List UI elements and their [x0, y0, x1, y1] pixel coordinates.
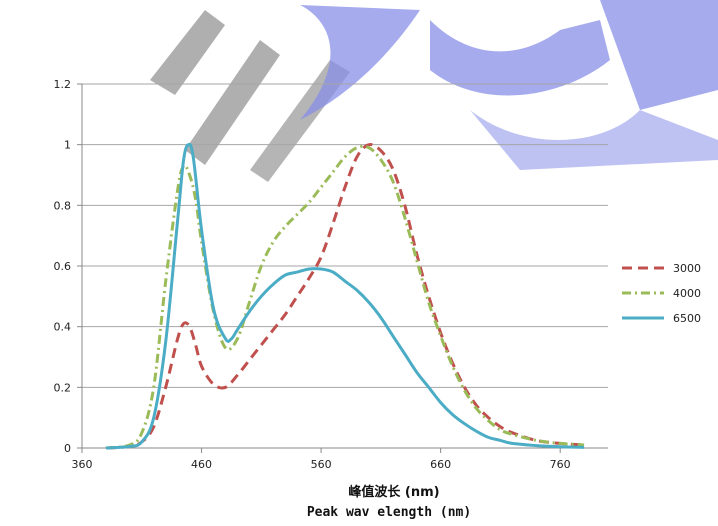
legend-label-6500: 6500 [673, 312, 701, 325]
legend: 3000 4000 6500 [622, 262, 701, 325]
x-tick-label: 360 [72, 458, 93, 471]
x-tick-label: 560 [311, 458, 332, 471]
series-lines [105, 142, 585, 450]
axes [77, 83, 608, 453]
y-tick-label: 0.8 [54, 199, 72, 212]
series-line-4000 [105, 144, 585, 450]
y-tick-label: 0 [64, 442, 71, 455]
series-line-3000 [105, 143, 585, 450]
y-tick-label: 1.2 [54, 78, 72, 91]
legend-label-3000: 3000 [673, 262, 701, 275]
x-tick-label: 760 [550, 458, 571, 471]
y-tick-label: 0.2 [54, 381, 72, 394]
series-line-6500 [105, 142, 585, 450]
x-tick-label: 660 [430, 458, 451, 471]
y-tick-label: 1 [64, 139, 71, 152]
x-tick-label: 460 [191, 458, 212, 471]
x-axis-title: 峰值波长 (nm) [348, 484, 439, 500]
legend-label-4000: 4000 [673, 287, 701, 300]
x-axis-title-english: Peak wav elength (nm) [307, 505, 471, 520]
y-tick-label: 0.4 [54, 321, 72, 334]
tick-labels: 0 0.2 0.4 0.6 0.8 1 1.2 360 460 560 660 760 [54, 78, 571, 471]
watermark [150, 0, 718, 182]
grid [82, 83, 608, 388]
y-tick-label: 0.6 [54, 260, 72, 273]
